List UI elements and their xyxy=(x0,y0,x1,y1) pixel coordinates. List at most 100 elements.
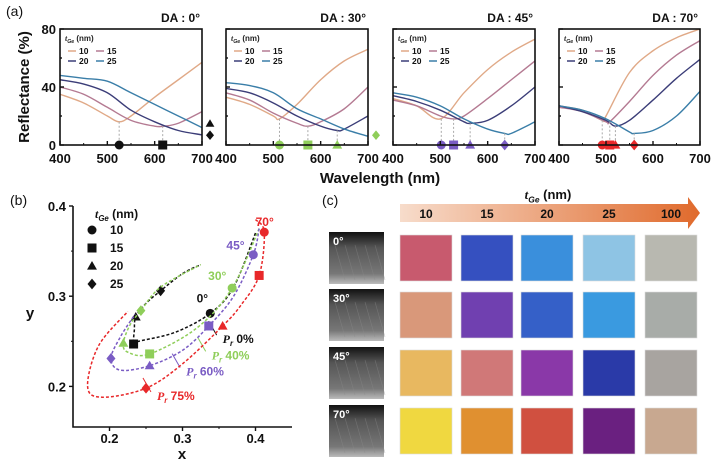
symbol: P xyxy=(157,389,165,403)
sem-texture xyxy=(354,359,366,396)
diamond-marker xyxy=(106,353,116,364)
outside-diamond-marker xyxy=(206,130,214,140)
symbol: P xyxy=(212,348,220,362)
sem-angle-label: 30° xyxy=(333,293,350,305)
color-swatch xyxy=(520,407,574,455)
sem-cross-section-image xyxy=(329,347,384,399)
pr-pointer-arrow xyxy=(142,377,152,393)
square-marker xyxy=(204,321,214,331)
series-line-25 xyxy=(225,81,369,137)
x-tick-label: 600 xyxy=(642,151,664,166)
sem-texture xyxy=(364,359,376,396)
legend-label: 20 xyxy=(412,56,422,66)
legend-label: 15 xyxy=(273,46,283,56)
series-line-25 xyxy=(59,74,203,129)
circle-marker xyxy=(259,227,269,237)
color-swatch xyxy=(520,349,574,397)
unit: (nm) xyxy=(74,34,94,43)
symbol: t xyxy=(564,34,567,43)
triangle-marker xyxy=(144,360,155,370)
angle-label: 0° xyxy=(197,292,209,306)
legend-label: 25 xyxy=(110,277,124,291)
subplot-title: DA : 70° xyxy=(652,11,698,25)
unit: 0% xyxy=(233,332,254,346)
color-swatch xyxy=(582,291,636,339)
sem-texture xyxy=(344,301,356,338)
legend-title: tGe (nm) xyxy=(564,34,593,45)
circle-marker xyxy=(227,283,237,293)
y-tick-label: 0.2 xyxy=(48,379,66,394)
x-tick-label: 700 xyxy=(524,151,546,166)
legend-square-marker xyxy=(87,243,97,253)
angle-label: 30° xyxy=(208,269,226,283)
pr-label: Pr 0% xyxy=(223,332,254,348)
legend-label: 20 xyxy=(578,56,588,66)
legend-label: 25 xyxy=(606,56,616,66)
sem-texture xyxy=(344,417,356,454)
sem-texture xyxy=(334,417,346,454)
subscript: Ge xyxy=(233,39,240,45)
unit: (nm) xyxy=(109,207,138,221)
series-line-15 xyxy=(392,60,536,120)
legend-title: tGe (nm) xyxy=(231,34,260,45)
x-tick-label: 700 xyxy=(357,151,379,166)
legend-label: 10 xyxy=(110,223,124,237)
sem-texture xyxy=(364,244,376,281)
legend-label: 25 xyxy=(273,56,283,66)
sem-cross-section-image xyxy=(329,232,384,284)
series-line-20 xyxy=(225,87,369,132)
symbol: t xyxy=(65,34,68,43)
series-line-15 xyxy=(59,86,203,128)
legend-label: 15 xyxy=(107,46,117,56)
color-swatch xyxy=(582,407,636,455)
sem-texture xyxy=(334,301,346,338)
x-tick-label: 400 xyxy=(548,151,570,166)
legend-label: 10 xyxy=(79,46,89,56)
x-tick-label: 400 xyxy=(215,151,237,166)
sem-texture xyxy=(374,244,386,281)
sem-texture xyxy=(344,244,356,281)
circle-marker xyxy=(248,250,258,260)
legend-label: 10 xyxy=(578,46,588,56)
sem-texture xyxy=(374,359,386,396)
subscript: r xyxy=(193,372,197,381)
legend-label: 15 xyxy=(606,46,616,56)
color-swatch xyxy=(520,291,574,339)
legend-circle-marker xyxy=(87,225,97,235)
thickness-arrow xyxy=(400,197,700,229)
legend-label: 15 xyxy=(440,46,450,56)
series-line-20 xyxy=(392,86,536,125)
angle-label: 45° xyxy=(226,238,244,252)
unit: (nm) xyxy=(540,187,572,202)
subscript: Ge xyxy=(528,194,540,204)
x-tick-label: 600 xyxy=(144,151,166,166)
subscript: r xyxy=(219,355,223,364)
y-tick-label: 0.4 xyxy=(48,199,67,214)
legend-label: 10 xyxy=(412,46,422,56)
series-line-20 xyxy=(558,58,701,127)
series-line-10 xyxy=(225,48,369,121)
dashed-trajectory xyxy=(110,228,260,372)
square-marker xyxy=(129,339,139,349)
color-swatch xyxy=(582,349,636,397)
triangle-marker xyxy=(118,338,129,347)
x-tick-label: 0.3 xyxy=(173,431,191,446)
color-swatch xyxy=(399,349,453,397)
color-swatch xyxy=(460,291,514,339)
pr-label: Pr 60% xyxy=(186,365,224,381)
sem-texture xyxy=(374,301,386,338)
x-tick-label: 600 xyxy=(310,151,332,166)
series-line-20 xyxy=(59,79,203,136)
triangle-marker xyxy=(217,321,228,330)
x-tick-label: 600 xyxy=(477,151,499,166)
color-swatch xyxy=(399,291,453,339)
unit: 75% xyxy=(167,389,195,403)
dashed-trajectory xyxy=(86,219,266,398)
subplot-title: DA : 45° xyxy=(487,11,533,25)
sem-cross-section-image xyxy=(329,405,384,457)
y-tick-label: 40 xyxy=(42,80,56,95)
symbol: P xyxy=(223,332,231,346)
x-axis-label: Wavelength (nm) xyxy=(320,170,440,187)
color-swatch xyxy=(460,234,514,282)
